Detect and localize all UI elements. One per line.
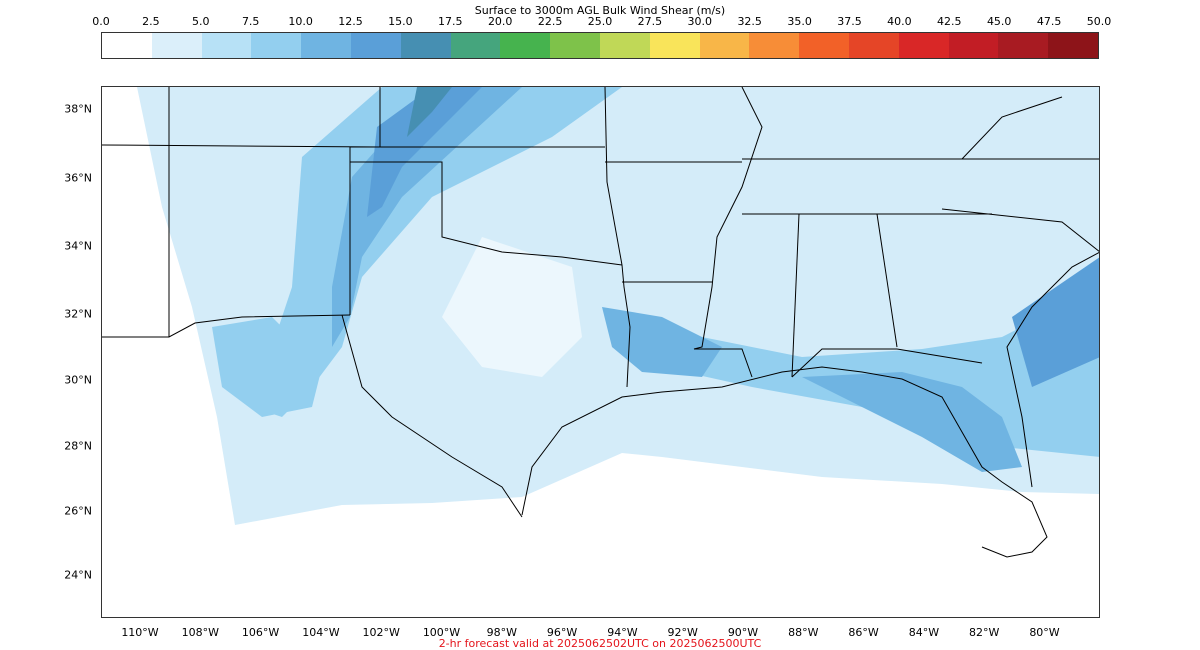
colorbar-tick-label: 35.0	[787, 15, 812, 28]
latitude-label: 32°N	[64, 307, 92, 321]
colorbar-tick-label: 15.0	[388, 15, 413, 28]
field-band-louisiana	[602, 307, 722, 377]
field-band-teal	[407, 87, 452, 137]
colorbar-swatch	[649, 33, 700, 58]
colorbar-tick-label: 0.0	[92, 15, 110, 28]
longitude-label: 94°W	[607, 626, 638, 639]
co-nm-boundary	[102, 144, 381, 148]
latitude-label: 28°N	[64, 439, 92, 453]
colorbar-swatch	[151, 33, 202, 58]
field-band-white	[442, 237, 582, 377]
colorbar-swatch	[201, 33, 252, 58]
field-band-medium	[252, 87, 622, 417]
latitude-label: 36°N	[64, 171, 92, 185]
longitude-label: 84°W	[908, 626, 940, 639]
ms-al-boundary	[791, 213, 800, 378]
colorbar-tick-label: 40.0	[887, 15, 912, 28]
colorbar-swatch	[699, 33, 750, 58]
atlantic-coast	[1006, 251, 1099, 488]
colorbar-tick-labels: 0.0 2.5 5.0 7.5 10.0 12.5 15.0 17.5 20.0 22.5 25.0…	[0, 15, 1200, 29]
field-band-atlantic	[1012, 257, 1099, 387]
longitude-label: 96°W	[546, 626, 578, 639]
colorbar-title: Surface to 3000m AGL Bulk Wind Shear (m/…	[474, 4, 726, 17]
longitude-label: 92°W	[667, 626, 698, 639]
ar-west-boundary	[604, 87, 623, 266]
colorbar-swatch	[350, 33, 401, 58]
longitude-label: 100°W	[422, 626, 461, 639]
nc-sc-boundary	[941, 208, 1099, 252]
forecast-valid-text: 2-hr forecast valid at 2025062502UTC on …	[438, 637, 762, 650]
colorbar-swatch	[400, 33, 451, 58]
colorbar-swatch	[301, 33, 351, 58]
map-svg	[102, 87, 1099, 558]
colorbar-tick-label: 10.0	[288, 15, 313, 28]
colorbar-tick-label: 22.5	[537, 15, 563, 28]
longitude-label: 90°W	[727, 626, 759, 639]
latitude-label: 34°N	[64, 239, 92, 253]
field-band-gulf-east	[802, 372, 1022, 472]
nm-south-boundary	[102, 314, 351, 338]
latitude-label: 30°N	[64, 373, 92, 387]
longitude-label: 86°W	[848, 626, 879, 639]
field-band-core	[367, 87, 482, 217]
colorbar-swatch	[799, 33, 849, 58]
la-west-boundary	[621, 264, 631, 388]
longitude-label: 106°W	[241, 626, 280, 639]
colorbar-swatch	[998, 33, 1049, 58]
gulf-coast	[521, 366, 1048, 558]
colorbar-swatch	[898, 33, 949, 58]
longitude-label: 98°W	[486, 626, 517, 639]
colorbar-swatch	[500, 33, 551, 58]
longitude-label: 82°W	[969, 626, 1000, 639]
tx-coast	[341, 314, 523, 518]
colorbar-swatch	[599, 33, 650, 58]
al-ga-boundary	[876, 213, 898, 348]
colorbar-swatch	[749, 33, 800, 58]
colorbar-tick-label: 12.5	[338, 15, 363, 28]
field-domain	[137, 87, 1099, 525]
coastline	[341, 251, 1099, 558]
colorbar-swatch	[948, 33, 999, 58]
ga-fl-boundary	[896, 348, 983, 364]
colorbar-tick-label: 45.0	[986, 15, 1012, 28]
longitude-label: 80°W	[1029, 626, 1060, 639]
colorbar-swatch	[848, 33, 899, 58]
state-boundaries	[102, 87, 1099, 388]
colorbar-tick-label: 50.0	[1086, 15, 1112, 28]
colorbar-tick-label: 42.5	[937, 15, 962, 28]
ky-wv-boundary	[961, 96, 1063, 160]
colorbar-swatch	[450, 33, 501, 58]
colorbar-swatch	[251, 33, 302, 58]
colorbar-tick-label: 5.0	[192, 15, 210, 28]
colorbar-tick-label: 30.0	[687, 15, 713, 28]
longitude-label: 88°W	[788, 626, 819, 639]
longitude-label: 104°W	[302, 626, 340, 639]
map-panel	[101, 86, 1100, 618]
colorbar-tick-label: 20.0	[487, 15, 513, 28]
colorbar-tick-label: 17.5	[438, 15, 463, 28]
longitude-label: 110°W	[121, 626, 159, 639]
longitude-label: 108°W	[181, 626, 219, 639]
colorbar-swatch	[1048, 33, 1098, 58]
field-band-westtx	[212, 317, 322, 417]
tx-panhandle-boundary	[350, 161, 623, 266]
colorbar	[101, 32, 1099, 59]
latitude-label: 26°N	[64, 504, 92, 518]
colorbar-tick-label: 25.0	[587, 15, 613, 28]
colorbar-tick-label: 27.5	[637, 15, 663, 28]
latitude-label: 24°N	[64, 568, 92, 582]
colorbar-tick-label: 7.5	[241, 15, 260, 28]
colorbar-tick-label: 37.5	[837, 15, 862, 28]
colorbar-tick-label: 47.5	[1036, 15, 1062, 28]
mississippi-river	[693, 87, 763, 378]
colorbar-tick-label: 32.5	[737, 15, 762, 28]
colorbar-swatch	[102, 33, 152, 58]
longitude-label: 102°W	[362, 626, 400, 639]
colorbar-swatch	[550, 33, 600, 58]
latitude-label: 38°N	[64, 102, 92, 116]
colorbar-tick-label: 2.5	[142, 15, 160, 28]
fl-panhandle-boundary	[791, 348, 897, 378]
